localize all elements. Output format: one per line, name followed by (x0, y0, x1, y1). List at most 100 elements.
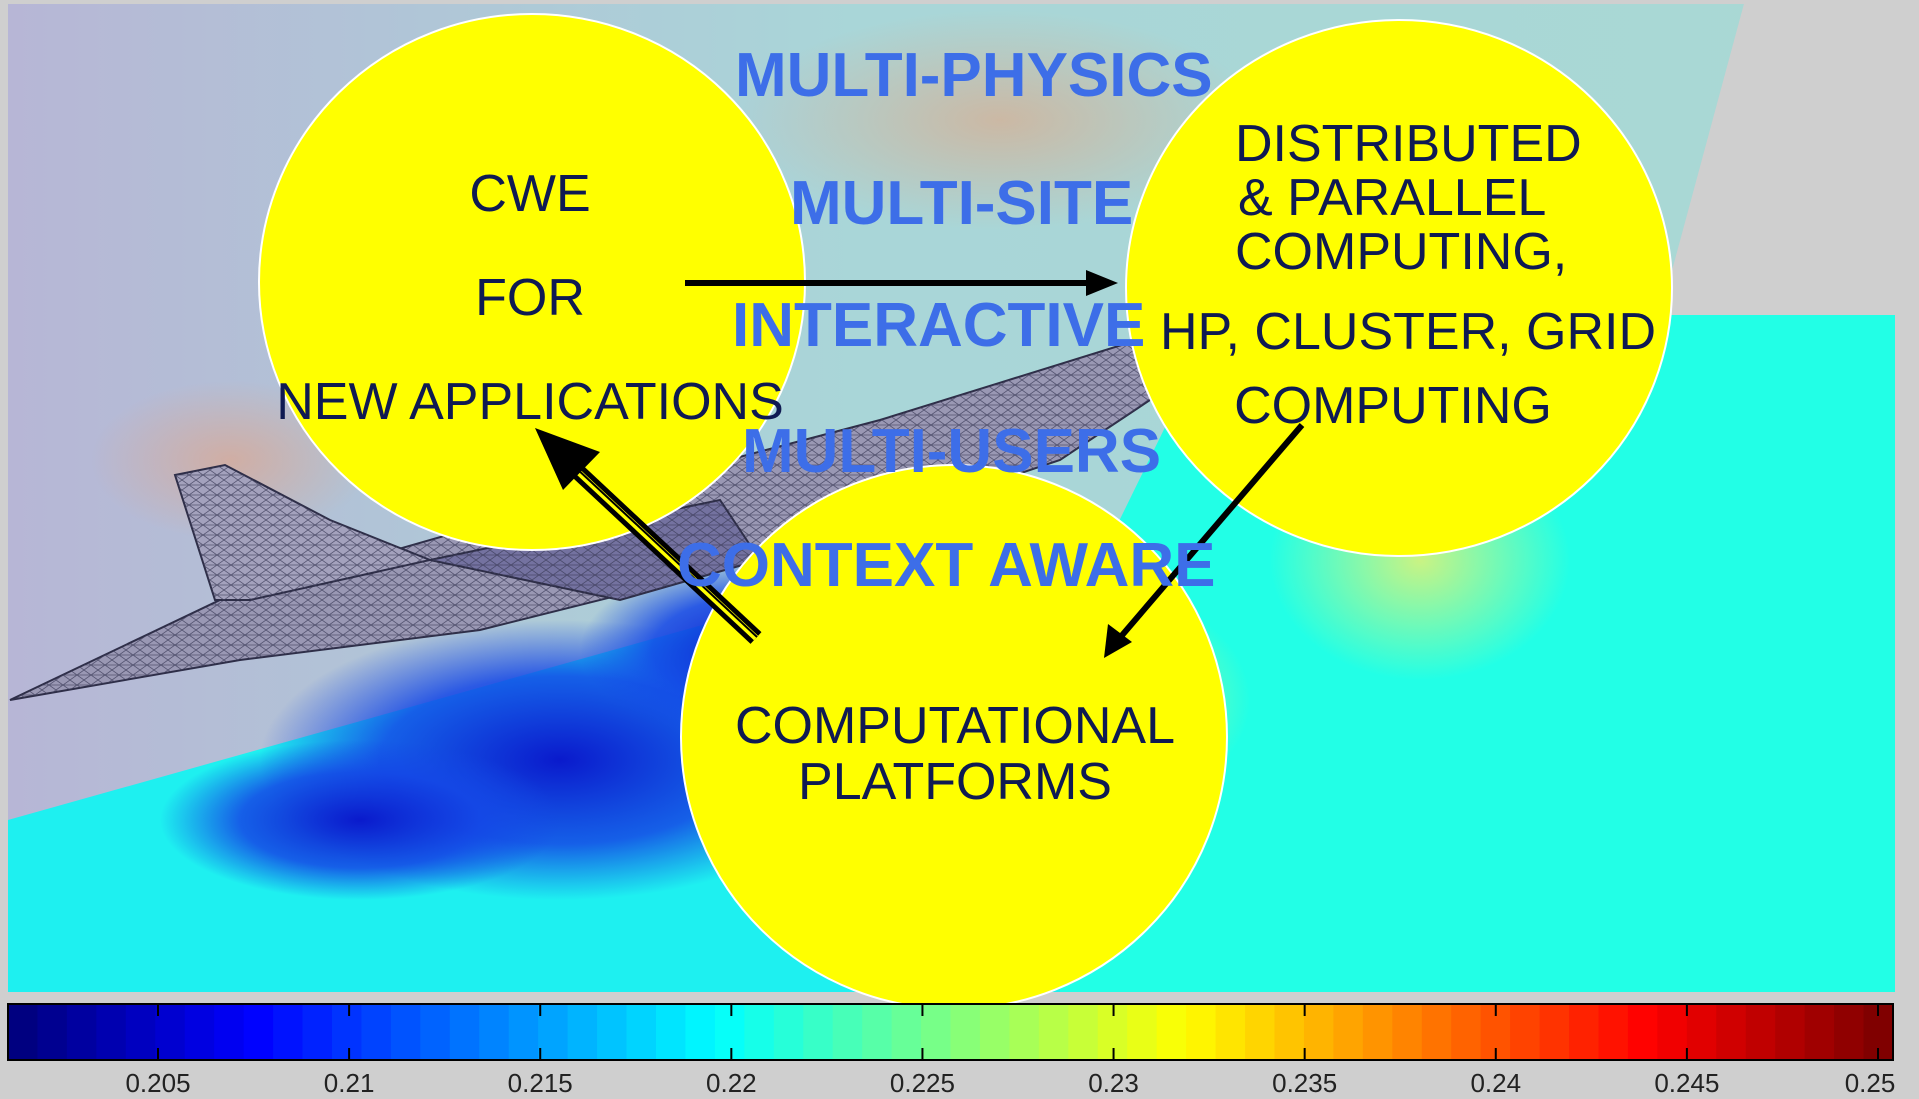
label-interactive: INTERACTIVE (732, 291, 1146, 360)
colorbar-segment (66, 1004, 97, 1060)
colorbar-segment (891, 1004, 922, 1060)
label-multi-users: MULTI-USERS (742, 417, 1162, 486)
colorbar-segment (626, 1004, 657, 1060)
colorbar-segment (1009, 1004, 1040, 1060)
low-pressure-zone (160, 740, 560, 900)
colorbar-segment (449, 1004, 480, 1060)
colorbar-segment (597, 1004, 628, 1060)
colorbar-segment (390, 1004, 421, 1060)
colorbar-segment (37, 1004, 68, 1060)
colorbar-segment (184, 1004, 215, 1060)
arrow-distributed-to-platforms (1104, 423, 1305, 658)
platforms-label: COMPUTATIONAL PLATFORMS (680, 698, 1230, 810)
colorbar-segment (538, 1004, 569, 1060)
distributed-computing-circle (1125, 19, 1673, 557)
colorbar-tick-label: 0.205 (125, 1068, 191, 1098)
colorbar-segment (1186, 1004, 1217, 1060)
colorbar-segment (1156, 1004, 1187, 1060)
arrow-platforms-to-cwe (535, 428, 762, 644)
colorbar-tick-label: 0.25 (1844, 1068, 1896, 1098)
platforms-line-1: COMPUTATIONAL (734, 697, 1176, 755)
colorbar-segment (1510, 1004, 1541, 1060)
colorbar-segment (862, 1004, 893, 1060)
colorbar-segment (273, 1004, 304, 1060)
colorbar-segment (567, 1004, 598, 1060)
label-context-aware: CONTEXT AWARE (677, 531, 1216, 600)
colorbar-segment (361, 1004, 392, 1060)
colorbar-segment (1215, 1004, 1246, 1060)
colorbar-segment (1392, 1004, 1423, 1060)
colorbar-segment (1303, 1004, 1334, 1060)
colorbar-segment (685, 1004, 716, 1060)
colorbar-segment (8, 1004, 39, 1060)
colorbar-segment (1451, 1004, 1482, 1060)
colorbar-segment (1421, 1004, 1452, 1060)
colorbar-segment (1245, 1004, 1276, 1060)
distributed-label-line-3: COMPUTING, (1235, 223, 1568, 281)
colorbar-segment (214, 1004, 245, 1060)
colorbar-segment (508, 1004, 539, 1060)
colorbar-segment (1627, 1004, 1658, 1060)
distributed-label-line-4: HP, CLUSTER, GRID (1159, 303, 1657, 361)
colorbar-tick-label: 0.245 (1654, 1068, 1720, 1098)
distributed-label-line-5: COMPUTING (1234, 377, 1552, 435)
arrow-cwe-to-distributed (685, 270, 1118, 296)
colorbar-segment (1038, 1004, 1069, 1060)
colorbar-tick-label: 0.235 (1272, 1068, 1338, 1098)
colorbar-segment (1569, 1004, 1600, 1060)
colorbar-segment (1362, 1004, 1393, 1060)
colorbar-segment (979, 1004, 1010, 1060)
colorbar-segment (1686, 1004, 1717, 1060)
colorbar-segment (1068, 1004, 1099, 1060)
distributed-label-line-2: & PARALLEL (1238, 169, 1547, 227)
colorbar-segment (1274, 1004, 1305, 1060)
colorbar-segment (655, 1004, 687, 1060)
colorbar-segment (1775, 1004, 1806, 1060)
colorbar-tick-label: 0.225 (889, 1068, 955, 1098)
colorbar-segment (155, 1004, 186, 1060)
colorbar-tick-label: 0.21 (323, 1068, 375, 1098)
colorbar-segment (803, 1004, 834, 1060)
colorbar-segment (1657, 1004, 1688, 1060)
colorbar-segment (243, 1004, 274, 1060)
colorbar-segment (744, 1004, 775, 1060)
colorbar-segment (1333, 1004, 1364, 1060)
background-margin (1660, 0, 1919, 315)
shock-glow (740, 10, 1260, 230)
colorbar-segment (125, 1004, 156, 1060)
colorbar (7, 1003, 1894, 1061)
label-multi-site: MULTI-SITE (790, 169, 1134, 238)
colorbar-tick-label: 0.215 (507, 1068, 573, 1098)
cwe-line-3: NEW APPLICATIONS (276, 373, 784, 431)
colorbar-segment (1834, 1004, 1865, 1060)
colorbar-frame (7, 1003, 1894, 1061)
colorbar-segment (331, 1004, 363, 1060)
colorbar-segment (921, 1004, 952, 1060)
colorbar-segment (1539, 1004, 1570, 1060)
colorbar-segment (773, 1004, 804, 1060)
colorbar-tick-label: 0.22 (706, 1068, 757, 1098)
colorbar-segment (302, 1004, 333, 1060)
platforms-line-2: PLATFORMS (798, 753, 1112, 811)
colorbar-segment (950, 1004, 981, 1060)
cwe-label: CWE FOR NEW APPLICATIONS (220, 142, 840, 454)
colorbar-segment (1716, 1004, 1747, 1060)
colorbar-segment (1127, 1004, 1158, 1060)
colorbar-segment (1598, 1004, 1629, 1060)
colorbar-segment (1745, 1004, 1776, 1060)
distributed-label-line-1: DISTRIBUTED (1235, 115, 1582, 173)
colorbar-tick-label: 0.23 (1088, 1068, 1139, 1098)
background-margin (1895, 315, 1919, 1005)
cwe-line-1: CWE (469, 165, 591, 223)
colorbar-segment (479, 1004, 510, 1060)
colorbar-segment (420, 1004, 451, 1060)
colorbar-segment (714, 1004, 745, 1060)
colorbar-segment (96, 1004, 127, 1060)
colorbar-tick-label: 0.24 (1470, 1068, 1522, 1098)
colorbar-segment (1804, 1004, 1835, 1060)
cwe-line-2: FOR (475, 269, 585, 327)
colorbar-segment (832, 1004, 863, 1060)
